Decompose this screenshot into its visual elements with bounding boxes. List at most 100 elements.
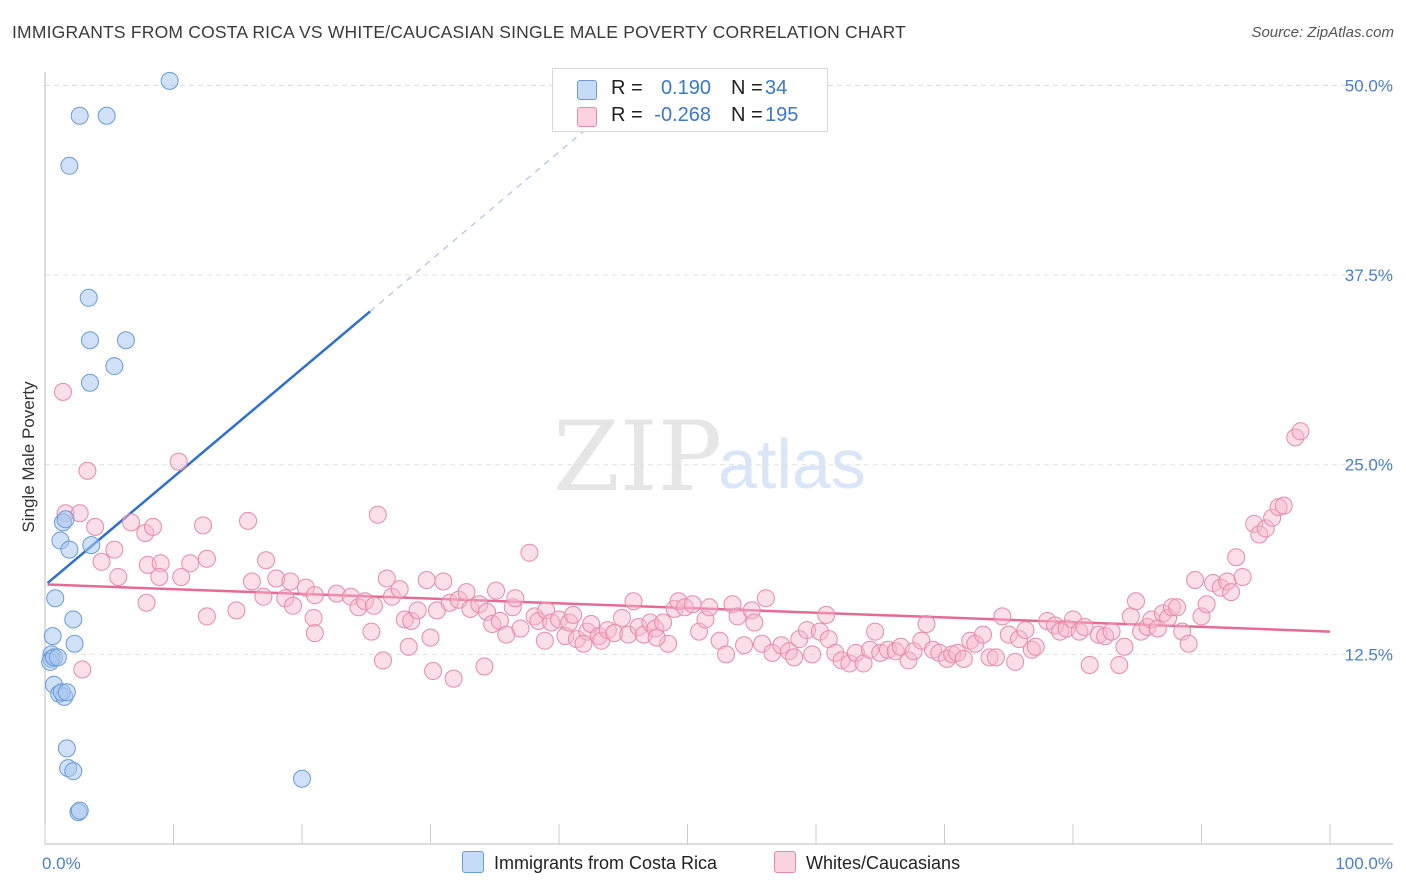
data-point-whites bbox=[86, 517, 105, 536]
watermark-zip: ZIP bbox=[553, 401, 722, 513]
data-point-whites bbox=[1192, 607, 1211, 626]
data-point-whites bbox=[1080, 655, 1099, 674]
data-point-whites bbox=[399, 637, 418, 656]
data-point-whites bbox=[659, 634, 678, 653]
data-point-whites bbox=[1016, 621, 1035, 640]
axes bbox=[44, 72, 1393, 845]
data-point-whites bbox=[506, 589, 525, 608]
n-label: N = bbox=[731, 104, 763, 126]
data-point-immigrants bbox=[293, 769, 311, 788]
data-point-whites bbox=[1233, 567, 1252, 586]
data-point-immigrants bbox=[64, 762, 83, 781]
data-point-whites bbox=[612, 608, 631, 627]
n-value: 195 bbox=[765, 104, 799, 126]
data-point-whites bbox=[780, 642, 799, 661]
legend-item-whites: Whites/Caucasians bbox=[774, 851, 960, 874]
data-point-whites bbox=[1010, 630, 1029, 649]
data-point-whites bbox=[305, 624, 324, 643]
data-point-whites bbox=[53, 382, 72, 401]
data-point-whites bbox=[564, 605, 583, 624]
data-point-whites bbox=[362, 622, 381, 641]
r-label: R = bbox=[611, 104, 643, 126]
data-point-whites bbox=[1026, 637, 1045, 656]
data-point-whites bbox=[457, 583, 476, 602]
trend-lines bbox=[46, 116, 1331, 633]
data-point-whites bbox=[1291, 422, 1310, 441]
data-point-whites bbox=[1222, 583, 1241, 602]
data-point-whites bbox=[798, 621, 817, 640]
gridlines bbox=[45, 84, 1393, 655]
data-point-whites bbox=[421, 628, 440, 647]
data-point-immigrants bbox=[116, 331, 135, 350]
y-axis-title: Single Male Poverty bbox=[19, 381, 38, 533]
data-point-whites bbox=[605, 624, 624, 643]
r-label: R = bbox=[611, 77, 643, 99]
data-point-whites bbox=[417, 571, 436, 589]
data-point-whites bbox=[974, 625, 993, 644]
legend-label: Immigrants from Costa Rica bbox=[494, 853, 718, 873]
data-point-whites bbox=[172, 567, 191, 586]
tick-labels: 12.5% 25.0% 37.5% 50.0% 0.0% 100.0% bbox=[42, 76, 1393, 873]
data-point-whites bbox=[840, 654, 859, 673]
data-point-whites bbox=[402, 611, 421, 630]
y-tick-label: 50.0% bbox=[1345, 76, 1393, 95]
legend-swatch-blue bbox=[462, 851, 484, 873]
data-point-whites bbox=[817, 605, 836, 624]
data-point-whites bbox=[756, 589, 775, 608]
data-point-whites bbox=[683, 595, 702, 614]
data-point-whites bbox=[341, 587, 360, 606]
y-tick-label: 12.5% bbox=[1345, 645, 1393, 664]
trend-line-immigrants-extension bbox=[369, 116, 601, 312]
data-point-immigrants bbox=[57, 683, 76, 702]
data-point-immigrants bbox=[160, 71, 179, 90]
data-point-whites bbox=[700, 598, 719, 617]
trend-line-immigrants bbox=[46, 310, 371, 584]
watermark-atlas: atlas bbox=[718, 425, 866, 503]
data-point-immigrants bbox=[64, 610, 83, 629]
data-point-whites bbox=[1121, 607, 1140, 626]
data-point-whites bbox=[373, 651, 392, 670]
data-point-immigrants bbox=[43, 627, 62, 646]
data-point-whites bbox=[364, 596, 383, 615]
data-point-whites bbox=[73, 660, 92, 679]
data-point-immigrants bbox=[82, 536, 101, 555]
data-point-whites bbox=[917, 615, 936, 633]
data-point-whites bbox=[92, 552, 111, 571]
data-point-whites bbox=[1197, 595, 1216, 614]
data-point-whites bbox=[619, 625, 638, 644]
data-point-whites bbox=[1126, 592, 1145, 611]
x-tick-label: 0.0% bbox=[42, 854, 81, 873]
data-point-whites bbox=[395, 610, 414, 629]
y-tick-label: 25.0% bbox=[1345, 456, 1393, 475]
data-point-whites bbox=[1179, 634, 1198, 653]
data-point-whites bbox=[1006, 652, 1025, 671]
data-point-immigrants bbox=[57, 739, 76, 758]
data-point-whites bbox=[382, 587, 401, 606]
data-point-whites bbox=[1245, 514, 1264, 533]
data-point-whites bbox=[1075, 618, 1094, 637]
data-point-whites bbox=[904, 642, 923, 661]
data-point-whites bbox=[654, 613, 673, 632]
data-point-whites bbox=[535, 631, 554, 650]
data-point-immigrants bbox=[48, 648, 67, 667]
data-point-whites bbox=[1168, 598, 1187, 617]
data-point-whites bbox=[574, 634, 593, 653]
data-point-whites bbox=[304, 608, 323, 627]
data-point-whites bbox=[1227, 548, 1246, 567]
data-point-whites bbox=[866, 622, 885, 641]
data-point-immigrants bbox=[80, 331, 99, 350]
data-point-whites bbox=[717, 645, 736, 664]
data-point-whites bbox=[1274, 496, 1293, 515]
series-immigrants-costa-rica bbox=[41, 71, 311, 822]
legend-swatch-blue bbox=[577, 80, 597, 100]
data-point-whites bbox=[105, 540, 124, 559]
data-point-whites bbox=[556, 627, 575, 646]
data-point-whites bbox=[239, 511, 258, 530]
data-point-whites bbox=[647, 628, 666, 647]
data-point-whites bbox=[899, 651, 918, 670]
data-point-whites bbox=[753, 634, 772, 653]
data-point-whites bbox=[745, 613, 764, 632]
data-point-immigrants bbox=[105, 357, 124, 376]
data-point-whites bbox=[1046, 616, 1065, 635]
data-point-whites bbox=[1115, 637, 1134, 656]
